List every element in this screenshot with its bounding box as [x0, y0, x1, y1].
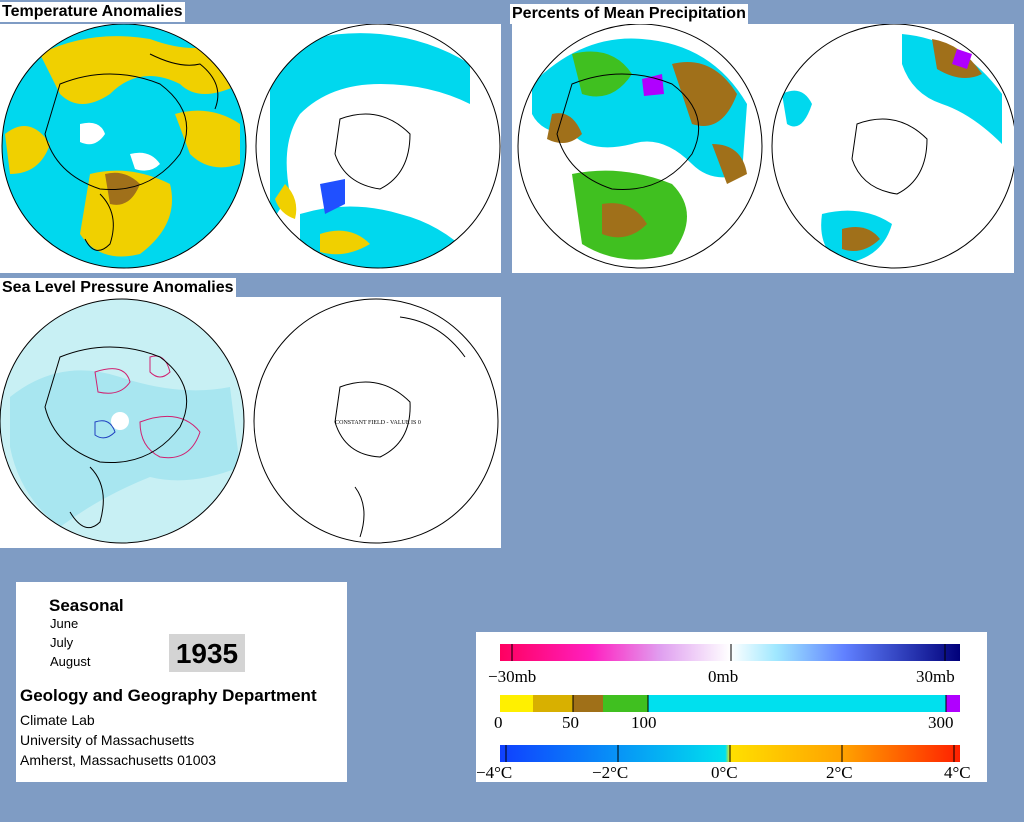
- precipitation-scale-label: 0: [494, 713, 503, 732]
- precipitation-north-globe: [518, 24, 762, 268]
- year-label: 1935: [169, 634, 245, 672]
- pressure-south-globe: [254, 299, 498, 543]
- seasonal-label: Seasonal: [49, 596, 124, 615]
- department-label: Geology and Geography Department: [20, 686, 317, 705]
- precipitation-south-globe: [772, 24, 1014, 268]
- precipitation-scale-label: 300: [928, 713, 954, 732]
- pressure-north-globe: [0, 299, 244, 543]
- month-label: August: [50, 654, 91, 669]
- address-line: Amherst, Massachusetts 01003: [20, 752, 217, 768]
- temperature-north-globe: [2, 24, 246, 268]
- info-box: Seasonal June July August 1935 Geology a…: [16, 582, 347, 782]
- precipitation-scale-label: 100: [631, 713, 657, 732]
- temperature-scale: −4°C −2°C 0°C 2°C 4°C: [476, 745, 971, 782]
- precipitation-scale-label: 50: [562, 713, 579, 732]
- temperature-scale-label: −4°C: [476, 763, 512, 782]
- temperature-scale-label: −2°C: [592, 763, 628, 782]
- pressure-scale-label: 0mb: [708, 667, 738, 686]
- month-label: July: [50, 635, 74, 650]
- temperature-scale-label: 4°C: [944, 763, 971, 782]
- pressure-panel: CONSTANT FIELD - VALUE IS 0: [0, 297, 501, 548]
- precipitation-title: Percents of Mean Precipitation: [510, 4, 748, 24]
- color-legend: −30mb 0mb 30mb 0 50 100 300 −4°C: [476, 632, 987, 782]
- pressure-scale: −30mb 0mb 30mb: [488, 644, 960, 686]
- temperature-title: Temperature Anomalies: [0, 2, 185, 22]
- temperature-south-globe: [256, 24, 500, 268]
- pressure-scale-label: −30mb: [488, 667, 536, 686]
- temperature-scale-label: 0°C: [711, 763, 738, 782]
- address-line: Climate Lab: [20, 712, 95, 728]
- pressure-title: Sea Level Pressure Anomalies: [0, 278, 236, 298]
- month-label: June: [50, 616, 79, 631]
- address-line: University of Massachusetts: [20, 732, 195, 748]
- precipitation-panel: [512, 24, 1014, 273]
- temperature-scale-label: 2°C: [826, 763, 853, 782]
- pressure-scale-label: 30mb: [916, 667, 955, 686]
- precipitation-scale: 0 50 100 300: [494, 695, 960, 732]
- constant-field-note: CONSTANT FIELD - VALUE IS 0: [335, 420, 421, 426]
- temperature-panel: [0, 24, 501, 273]
